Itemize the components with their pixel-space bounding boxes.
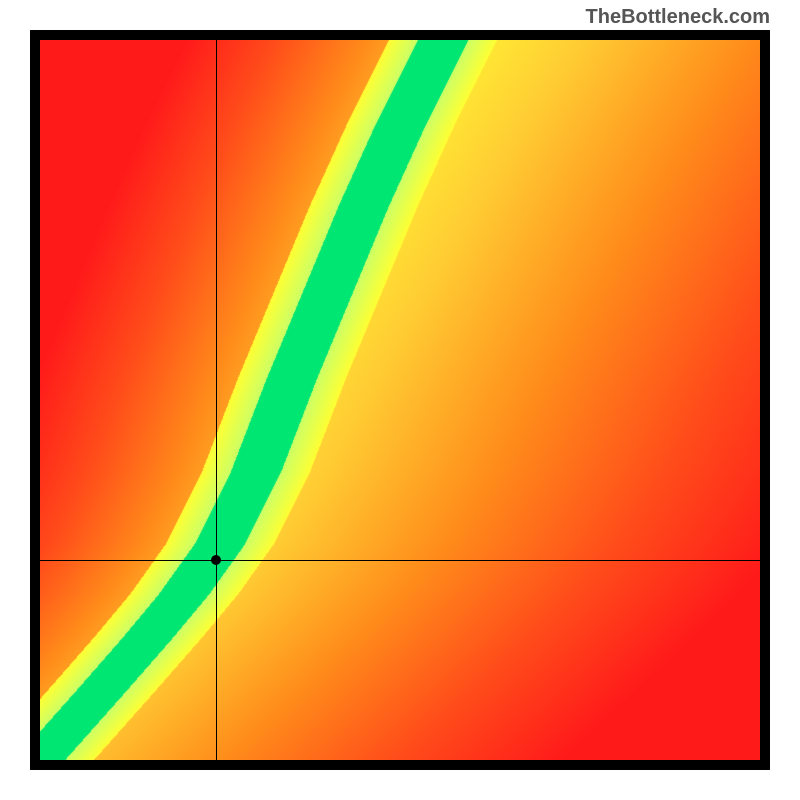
heatmap-canvas	[40, 40, 760, 760]
plot-area	[40, 40, 760, 760]
watermark-text: TheBottleneck.com	[586, 6, 770, 29]
plot-frame	[30, 30, 770, 770]
